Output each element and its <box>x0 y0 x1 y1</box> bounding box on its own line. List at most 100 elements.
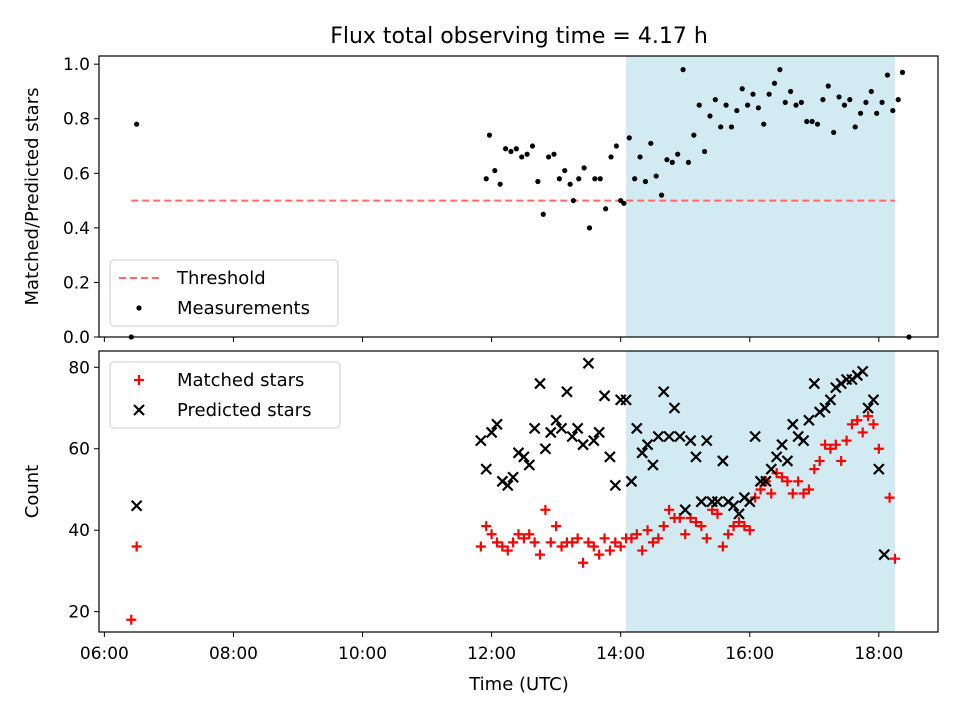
data-point <box>648 140 654 146</box>
legend-label: Measurements <box>177 298 310 319</box>
data-point <box>664 504 675 515</box>
data-point <box>130 499 143 512</box>
data-point <box>766 91 772 97</box>
data-point <box>674 512 685 523</box>
data-point <box>701 148 708 155</box>
data-point <box>501 479 514 492</box>
chart-title: Flux total observing time = 4.17 h <box>330 24 708 49</box>
data-point <box>613 143 619 149</box>
data-point <box>507 471 519 484</box>
data-point <box>723 529 734 540</box>
legend-marker <box>134 375 144 385</box>
data-point <box>556 176 562 182</box>
data-point <box>770 451 783 463</box>
data-point <box>652 430 665 443</box>
data-point <box>874 110 880 116</box>
data-point <box>604 545 615 556</box>
data-point <box>734 517 745 528</box>
data-point <box>663 430 675 443</box>
data-point <box>535 178 541 185</box>
data-point <box>712 508 723 519</box>
data-point <box>787 418 799 431</box>
data-point <box>571 422 584 435</box>
data-point <box>707 504 718 515</box>
data-point <box>653 533 664 544</box>
data-point <box>475 434 487 447</box>
y-axis-label: Count <box>22 465 43 518</box>
x-tick-label: 16:00 <box>725 644 774 664</box>
data-point <box>604 451 616 463</box>
legend-label: Threshold <box>176 268 266 289</box>
data-point <box>669 159 675 165</box>
y-tick-label: 0.6 <box>63 164 90 184</box>
data-point <box>539 442 552 455</box>
data-point <box>867 394 880 406</box>
axes-frame <box>98 350 939 633</box>
data-point <box>551 521 562 532</box>
data-point <box>825 83 831 89</box>
data-point <box>508 537 519 548</box>
data-point <box>576 176 582 182</box>
data-point <box>588 434 600 447</box>
data-point <box>658 521 669 532</box>
data-point <box>556 541 567 552</box>
data-point <box>863 99 869 105</box>
data-point <box>857 427 868 438</box>
data-point <box>636 447 648 459</box>
data-point <box>820 97 826 103</box>
data-point <box>831 129 837 135</box>
data-point <box>852 415 863 426</box>
data-point <box>529 537 540 548</box>
data-point <box>798 99 804 105</box>
data-point <box>873 443 884 454</box>
data-point <box>561 385 573 398</box>
data-point <box>567 537 578 548</box>
data-point <box>551 151 557 157</box>
data-point <box>696 521 707 532</box>
data-point <box>518 451 530 463</box>
data-point <box>583 537 594 548</box>
data-point <box>679 504 692 516</box>
data-point <box>739 521 750 532</box>
data-point <box>535 549 546 560</box>
data-point <box>777 472 788 483</box>
data-point <box>641 438 654 451</box>
data-point <box>728 124 735 130</box>
data-point <box>502 545 513 556</box>
data-point <box>712 97 718 103</box>
data-point <box>718 124 724 130</box>
data-point <box>749 430 761 443</box>
data-point <box>534 377 546 390</box>
data-point <box>572 533 583 544</box>
data-point <box>723 102 729 108</box>
data-point <box>857 110 864 116</box>
data-point <box>608 154 614 160</box>
data-point <box>632 176 638 182</box>
data-point <box>486 132 493 138</box>
data-point <box>615 541 626 552</box>
data-point <box>637 545 648 556</box>
data-point <box>637 154 643 160</box>
data-point <box>642 525 653 536</box>
y-tick-label: 0.4 <box>63 219 90 239</box>
data-point <box>793 102 799 108</box>
data-point <box>797 434 810 447</box>
legend-box <box>109 361 341 429</box>
data-point <box>524 529 535 540</box>
data-point <box>486 529 497 540</box>
data-point <box>603 206 609 212</box>
data-point <box>570 197 576 204</box>
data-point <box>836 94 842 100</box>
data-point <box>734 107 740 114</box>
data-point <box>544 426 557 439</box>
data-point <box>846 419 857 430</box>
data-point <box>625 475 638 488</box>
legend-label: Matched stars <box>177 370 304 391</box>
data-point <box>497 541 508 552</box>
data-point <box>134 121 140 127</box>
data-point <box>642 178 649 185</box>
data-point <box>765 463 778 475</box>
data-point <box>836 455 847 466</box>
data-point <box>819 402 831 414</box>
data-point <box>528 422 541 435</box>
